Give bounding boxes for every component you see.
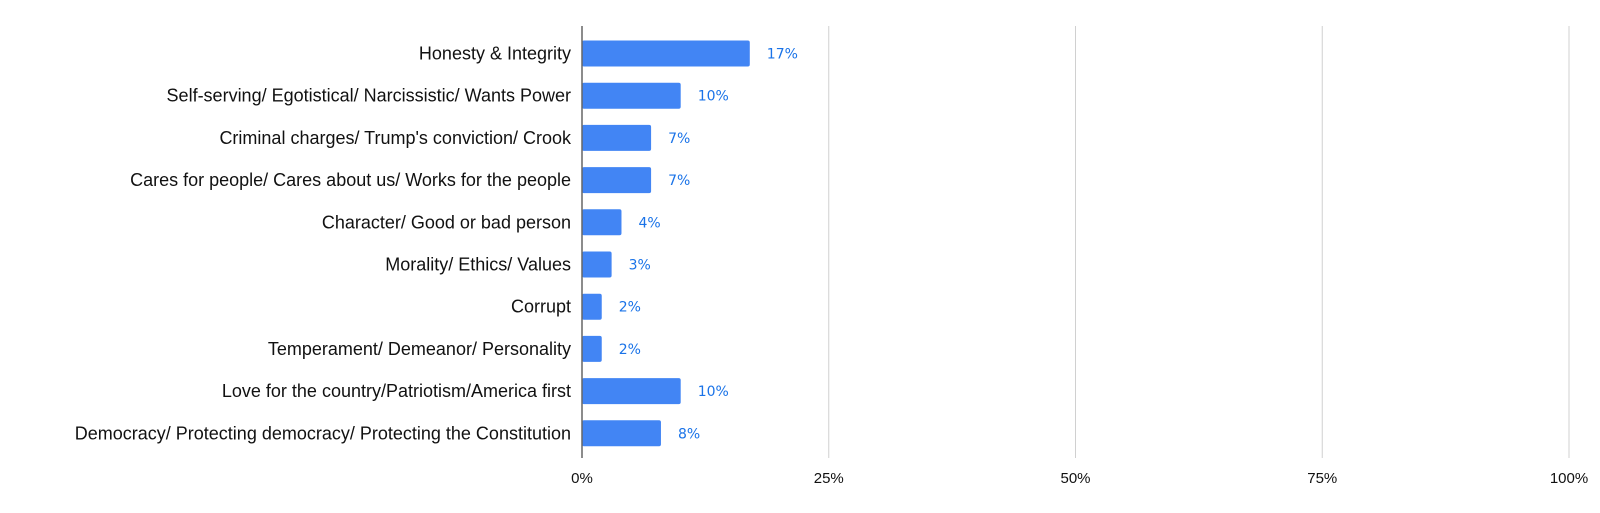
data-label: 3% [629, 258, 651, 274]
data-label: 8% [678, 426, 700, 442]
category-label: Love for the country/Patriotism/America … [222, 381, 571, 401]
bar [582, 251, 612, 278]
data-label: 10% [698, 384, 729, 400]
category-label: Cares for people/ Cares about us/ Works … [130, 170, 571, 190]
category-label: Self-serving/ Egotistical/ Narcissistic/… [167, 86, 571, 106]
bar [582, 124, 652, 151]
category-label: Morality/ Ethics/ Values [385, 255, 571, 275]
category-label: Temperament/ Demeanor/ Personality [268, 339, 571, 359]
bars [582, 40, 750, 447]
bar [582, 82, 681, 109]
bar [582, 293, 602, 320]
data-labels: 17% 10% 7% 7% 4% 3% 2% 2% 10% 8% [619, 47, 798, 443]
data-label: 4% [638, 215, 660, 231]
data-label: 2% [619, 300, 641, 316]
bar [582, 167, 652, 194]
bar [582, 420, 661, 447]
x-tick-label: 100% [1550, 470, 1588, 487]
bar [582, 40, 750, 67]
bar [582, 209, 622, 236]
x-tick-label: 75% [1307, 470, 1337, 487]
category-labels: Honesty & Integrity Self-serving/ Egotist… [75, 44, 572, 444]
x-tick-labels: 0% 25% 50% 75% 100% [571, 470, 1588, 487]
x-tick-label: 25% [814, 470, 844, 487]
category-label: Character/ Good or bad person [322, 212, 571, 232]
data-label: 7% [668, 173, 690, 189]
x-tick-label: 50% [1060, 470, 1090, 487]
data-label: 7% [668, 131, 690, 147]
data-label: 2% [619, 342, 641, 358]
bar [582, 378, 681, 405]
x-tick-label: 0% [571, 470, 593, 487]
category-label: Democracy/ Protecting democracy/ Protect… [75, 423, 571, 443]
category-label: Corrupt [511, 297, 571, 317]
gridlines [828, 26, 1570, 458]
data-label: 10% [698, 89, 729, 105]
category-label: Honesty & Integrity [419, 44, 571, 64]
bar [582, 335, 602, 362]
category-label: Criminal charges/ Trump's conviction/ Cr… [219, 128, 572, 148]
data-label: 17% [767, 47, 798, 63]
